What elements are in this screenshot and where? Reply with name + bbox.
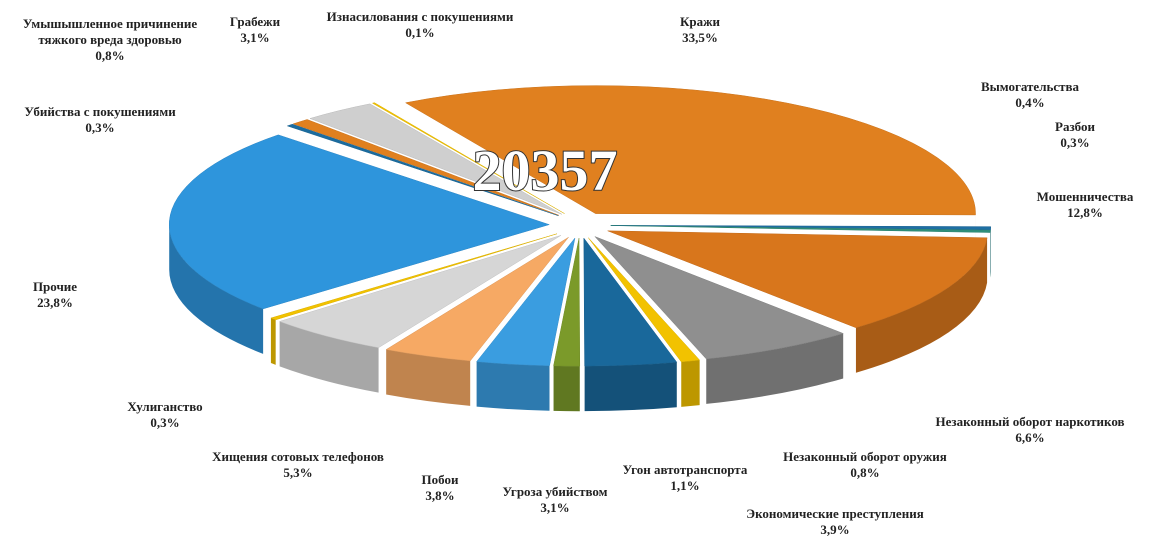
slice-side (706, 333, 844, 404)
value-label: 0,1% (405, 25, 435, 40)
slice-side (279, 321, 379, 393)
category-name: Убийства с покушениями (24, 104, 176, 119)
slice-side (681, 360, 700, 407)
category-name: Хулиганство (127, 399, 203, 414)
category-name: Мошенничества (1036, 189, 1134, 204)
slice-label: Кражи 33,5% (680, 14, 720, 46)
category-name: Разбои (1055, 119, 1095, 134)
slice-label: Убийства с покушениями 0,3% (24, 104, 175, 136)
value-label: 6,6% (1015, 430, 1045, 445)
value-label: 0,8% (850, 465, 880, 480)
slice-top (588, 237, 701, 363)
category-name: Умышышленное причинение тяжкого вреда зд… (22, 16, 198, 47)
category-name: Вымогательства (980, 79, 1080, 94)
value-label: 0,3% (150, 415, 180, 430)
slice-side (270, 318, 276, 365)
value-label: 3,9% (820, 522, 850, 537)
slice-side (584, 362, 677, 412)
category-name: Угроза убийством (502, 484, 608, 499)
slice-label: Мошенничества 12,8% (1037, 189, 1134, 221)
category-name: Грабежи (229, 14, 281, 29)
slice-label: Умышышленное причинение тяжкого вреда зд… (0, 16, 220, 64)
value-label: 3,1% (240, 30, 270, 45)
value-label: 3,8% (425, 488, 455, 503)
slice-label: Вымогательства 0,4% (981, 79, 1079, 111)
total-label: 20357 (473, 138, 618, 203)
slice-top (553, 238, 581, 367)
category-name: Экономические преступления (746, 506, 924, 521)
category-name: Побои (421, 472, 459, 487)
slice-label: Угроза убийством 3,1% (502, 484, 607, 516)
slice-top (583, 237, 678, 367)
slice-top (594, 236, 844, 360)
category-name: Кражи (679, 14, 721, 29)
slice-label: Изнасилования с покушениями 0,1% (327, 9, 514, 41)
slice-top (607, 230, 988, 328)
category-name: Угон автотранспорта (622, 462, 748, 477)
category-name: Незаконный оборот наркотиков (935, 414, 1125, 429)
value-label: 12,8% (1067, 205, 1103, 220)
slice-top (371, 102, 565, 214)
slice-label: Хулиганство 0,3% (127, 399, 202, 431)
slice-label: Незаконный оборот наркотиков 6,6% (935, 414, 1124, 446)
value-label: 0,3% (1060, 135, 1090, 150)
value-label: 33,5% (682, 30, 718, 45)
slice-top (286, 123, 559, 216)
slice-top (610, 225, 992, 231)
slice-top (168, 134, 551, 310)
value-label: 23,8% (37, 295, 73, 310)
value-label: 0,3% (85, 120, 115, 135)
slice-label: Грабежи 3,1% (230, 14, 280, 46)
slice-label: Побои 3,8% (422, 472, 459, 504)
value-label: 3,1% (540, 500, 570, 515)
value-label: 0,4% (1015, 95, 1045, 110)
slice-label: Угон автотранспорта 1,1% (623, 462, 748, 494)
value-label: 5,3% (283, 465, 313, 480)
slice-label: Хищения сотовых телефонов 5,3% (212, 449, 384, 481)
slice-side (553, 365, 580, 412)
slice-side (855, 237, 988, 373)
slice-top (476, 237, 576, 366)
slice-top (292, 119, 560, 216)
slice-top (309, 103, 563, 215)
slice-side (169, 224, 264, 354)
slice-label: Прочие 23,8% (33, 279, 77, 311)
category-name: Хищения сотовых телефонов (212, 449, 384, 464)
slice-side (476, 361, 550, 411)
slice-top (610, 225, 991, 233)
slice-label: Незаконный оборот оружия 0,8% (783, 449, 947, 481)
slice-top (404, 85, 976, 216)
category-name: Прочие (32, 279, 78, 294)
slice-top (278, 235, 562, 348)
slice-label: Разбои 0,3% (1055, 119, 1095, 151)
slice-top (270, 233, 558, 321)
category-name: Незаконный оборот оружия (783, 449, 947, 464)
value-label: 0,8% (95, 48, 125, 63)
value-label: 1,1% (670, 478, 700, 493)
slice-label: Экономические преступления 3,9% (746, 506, 923, 537)
slice-top (385, 237, 569, 362)
category-name: Изнасилования с покушениями (326, 9, 514, 24)
slice-side (386, 349, 471, 406)
